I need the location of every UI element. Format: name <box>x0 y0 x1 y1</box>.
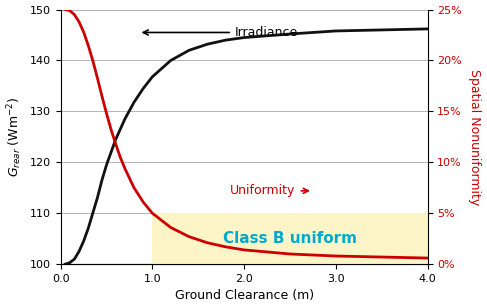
Text: Uniformity: Uniformity <box>230 184 308 197</box>
Bar <box>152 213 428 264</box>
Text: Irradiance: Irradiance <box>143 26 298 39</box>
Text: Class B uniform: Class B uniform <box>223 231 357 246</box>
Y-axis label: $G_{rear}$ (Wm$^{-2}$): $G_{rear}$ (Wm$^{-2}$) <box>5 97 24 177</box>
X-axis label: Ground Clearance (m): Ground Clearance (m) <box>174 290 314 302</box>
Y-axis label: Spatial Nonuniformity: Spatial Nonuniformity <box>468 69 482 205</box>
